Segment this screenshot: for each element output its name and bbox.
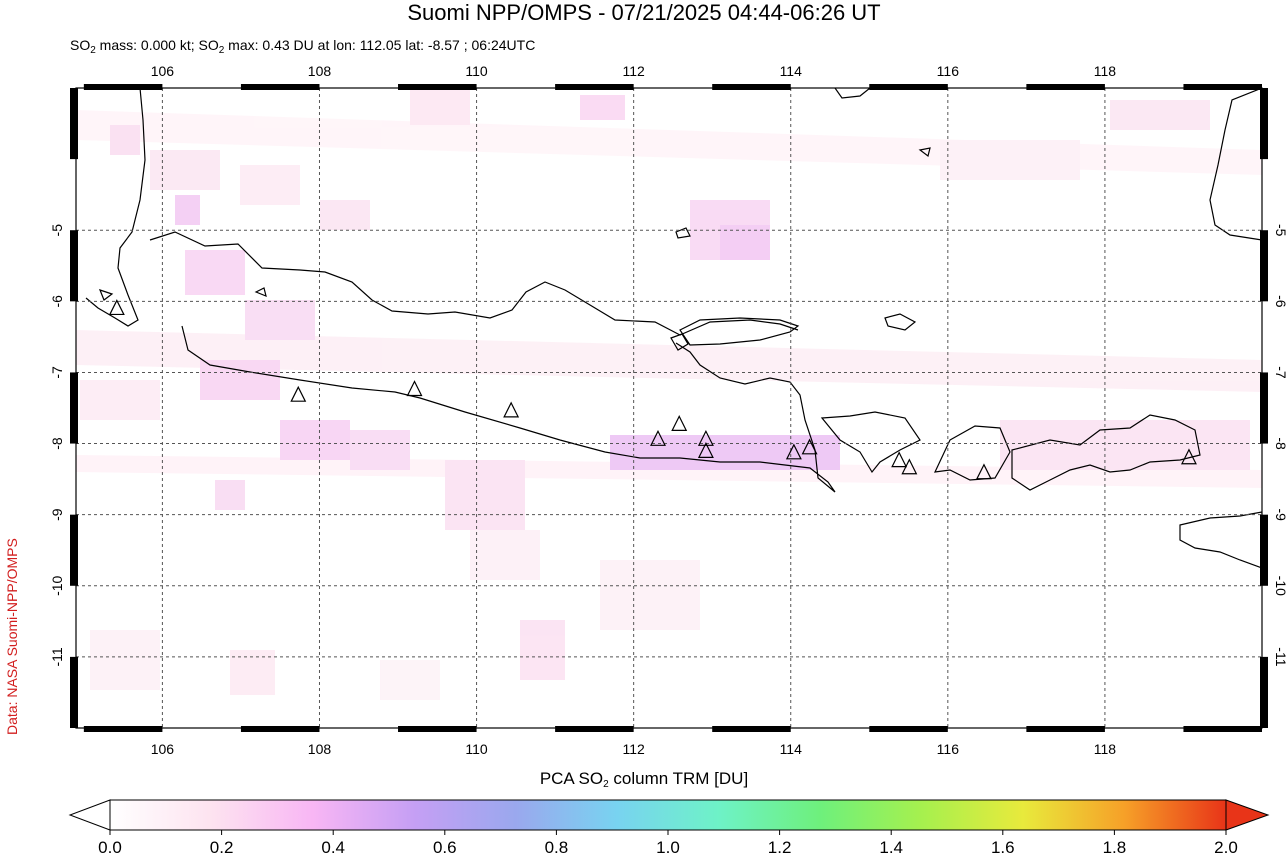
volcano-marker <box>503 401 520 418</box>
lon-tick-label-bottom: 114 <box>780 741 803 757</box>
lat-tick-label-left: -7 <box>49 366 65 379</box>
lon-tick-label-top: 112 <box>622 63 645 79</box>
lon-tick-label-top: 106 <box>151 63 175 79</box>
border-bar-right <box>1260 230 1268 302</box>
volcano-marker <box>901 458 918 475</box>
border-bar-left <box>70 514 78 586</box>
graticule <box>76 88 1262 728</box>
lon-tick-label-top: 118 <box>1094 63 1117 79</box>
colorbar-tick-label: 1.8 <box>1103 838 1127 855</box>
border-bar-left <box>70 372 78 444</box>
volcano-marker <box>671 415 688 431</box>
border-bar-top <box>555 84 634 90</box>
volcano-marker <box>108 299 125 316</box>
border-bar-top <box>1183 84 1262 90</box>
border-bar-top <box>83 84 163 90</box>
lat-tick-label-right: -9 <box>1273 508 1288 521</box>
lon-tick-label-bottom: 108 <box>308 741 332 757</box>
border-bar-bottom <box>240 726 320 732</box>
volcano-marker <box>697 429 714 446</box>
border-bar-bottom <box>83 726 163 732</box>
map-subtitle: SO2 mass: 0.000 kt; SO2 max: 0.43 DU at … <box>70 37 536 56</box>
map-title: Suomi NPP/OMPS - 07/21/2025 04:44-06:26 … <box>407 0 881 25</box>
border-bar-top <box>869 84 948 90</box>
border-bar-bottom <box>398 726 477 732</box>
lon-tick-label-bottom: 110 <box>465 741 488 757</box>
map-border-bars <box>70 84 1268 732</box>
colorbar-tick-label: 1.2 <box>768 838 792 855</box>
border-bar-bottom <box>712 726 791 732</box>
lat-tick-label-right: -10 <box>1273 576 1288 596</box>
volcano-marker <box>290 385 307 402</box>
colorbar-tick-label: 0.2 <box>210 838 234 855</box>
border-bar-right <box>1260 656 1268 728</box>
volcano-marker <box>801 438 818 455</box>
volcano-markers <box>108 299 1197 480</box>
axis-labels: 106 106 108 108 110 110 112 112 114 114 116 116 118 1… <box>49 63 1288 757</box>
coastlines <box>85 88 1262 569</box>
volcano-marker <box>406 380 423 397</box>
colorbar-low-arrow <box>68 799 111 831</box>
lat-tick-label-left: -9 <box>49 508 65 521</box>
lon-tick-label-top: 116 <box>937 63 960 79</box>
lon-tick-label-top: 110 <box>465 63 488 79</box>
border-bar-left <box>70 230 78 302</box>
border-bar-top <box>1026 84 1105 90</box>
border-bar-top <box>712 84 791 90</box>
volcano-marker <box>891 451 908 468</box>
lat-tick-label-left: -10 <box>49 575 65 595</box>
volcano-marker <box>1180 448 1197 465</box>
colorbar-tick-label: 2.0 <box>1214 838 1238 855</box>
colorbar-bar <box>109 799 1227 831</box>
border-bar-bottom <box>1026 726 1105 732</box>
border-bar-left <box>70 88 78 160</box>
border-bar-top <box>398 84 477 90</box>
colorbar-high-arrow <box>1225 799 1270 831</box>
colorbar-ticks: 0.0 0.2 0.4 0.6 0.8 1.0 1.2 1.4 1.6 1.8 2.0 <box>98 830 1238 855</box>
colorbar-tick-label: 1.0 <box>656 838 680 855</box>
colorbar: 0.0 0.2 0.4 0.6 0.8 1.0 1.2 1.4 1.6 1.8 2.0 <box>68 799 1270 855</box>
so2-pixel-field <box>76 88 1262 728</box>
border-bar-bottom <box>1183 726 1262 732</box>
border-bar-top <box>240 84 320 90</box>
colorbar-label: PCA SO2 column TRM [DU] <box>539 769 749 790</box>
lon-tick-label-bottom: 106 <box>151 741 175 757</box>
lat-tick-label-left: -6 <box>49 295 65 308</box>
colorbar-tick-label: 0.6 <box>433 838 457 855</box>
lat-tick-label-right: -7 <box>1273 366 1288 379</box>
lat-tick-label-left: -8 <box>49 437 65 450</box>
volcano-marker <box>650 429 666 446</box>
volcano-marker <box>697 442 714 458</box>
colorbar-tick-label: 1.6 <box>991 838 1015 855</box>
lon-tick-label-top: 114 <box>780 63 803 79</box>
border-bar-right <box>1260 88 1268 160</box>
volcano-marker <box>975 463 992 480</box>
colorbar-tick-label: 0.4 <box>321 838 345 855</box>
lat-tick-label-left: -5 <box>49 224 65 237</box>
border-bar-bottom <box>869 726 948 732</box>
border-bar-right <box>1260 514 1268 586</box>
lon-tick-label-top: 108 <box>308 63 332 79</box>
colorbar-tick-label: 1.4 <box>879 838 903 855</box>
colorbar-tick-label: 0.0 <box>98 838 122 855</box>
lat-tick-label-right: -8 <box>1273 437 1288 450</box>
lon-tick-label-bottom: 118 <box>1094 741 1117 757</box>
lon-tick-label-bottom: 112 <box>622 741 645 757</box>
lat-tick-label-right: -11 <box>1273 647 1288 666</box>
border-bar-right <box>1260 372 1268 444</box>
lat-tick-label-left: -11 <box>49 647 65 666</box>
volcano-marker <box>785 443 802 460</box>
border-bar-left <box>70 656 78 728</box>
lat-tick-label-right: -6 <box>1273 295 1288 308</box>
lat-tick-label-right: -5 <box>1273 224 1288 237</box>
lon-tick-label-bottom: 116 <box>937 741 960 757</box>
colorbar-tick-label: 0.8 <box>545 838 569 855</box>
border-bar-bottom <box>555 726 634 732</box>
